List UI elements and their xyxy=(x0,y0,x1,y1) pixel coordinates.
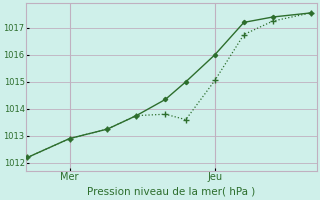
X-axis label: Pression niveau de la mer( hPa ): Pression niveau de la mer( hPa ) xyxy=(87,187,255,197)
